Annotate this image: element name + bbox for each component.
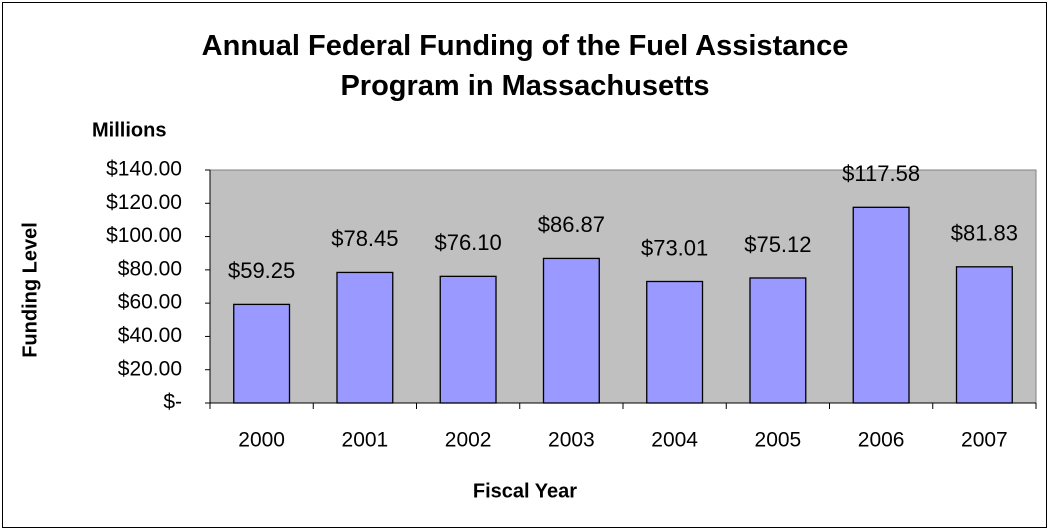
x-tick-label: 2003: [548, 429, 595, 452]
data-label: $73.01: [641, 235, 708, 260]
plot-area: [209, 169, 1037, 404]
bar: [852, 206, 910, 404]
data-label: $78.45: [331, 226, 398, 251]
bar: [439, 275, 497, 404]
data-label: $117.58: [842, 161, 920, 186]
chart-title: Annual Federal Funding of the Fuel Assis…: [201, 30, 849, 102]
y-tick-label: $60.00: [118, 291, 182, 314]
data-label: $76.10: [434, 230, 501, 255]
x-tick-label: 2006: [858, 429, 905, 452]
y-tick-label: $-: [163, 391, 182, 414]
bar: [646, 280, 704, 404]
data-label: $81.83: [951, 221, 1018, 246]
bar: [336, 271, 394, 404]
x-tick-label: 2004: [651, 429, 698, 452]
y-tick-label: $80.00: [118, 257, 182, 280]
bar: [955, 266, 1013, 404]
data-label: $59.25: [228, 258, 295, 283]
bar: [749, 277, 807, 404]
y-axis-label: Funding Level: [19, 222, 41, 358]
bar: [233, 303, 291, 404]
bar: [542, 257, 600, 404]
x-tick-label: 2002: [445, 429, 492, 452]
x-axis-label: Fiscal Year: [473, 480, 577, 502]
x-tick-label: 2001: [342, 429, 389, 452]
y-tick-label: $120.00: [106, 191, 182, 214]
y-tick-label: $40.00: [118, 324, 182, 347]
x-tick-label: 2007: [961, 429, 1008, 452]
data-label: $75.12: [744, 232, 811, 257]
x-tick-label: 2000: [238, 429, 285, 452]
y-tick-label: $140.00: [106, 158, 182, 181]
y-tick-label: $20.00: [118, 357, 182, 380]
unit-label: Millions: [92, 119, 166, 141]
x-tick-label: 2005: [755, 429, 802, 452]
y-tick-label: $100.00: [106, 224, 182, 247]
data-label: $86.87: [538, 212, 605, 237]
